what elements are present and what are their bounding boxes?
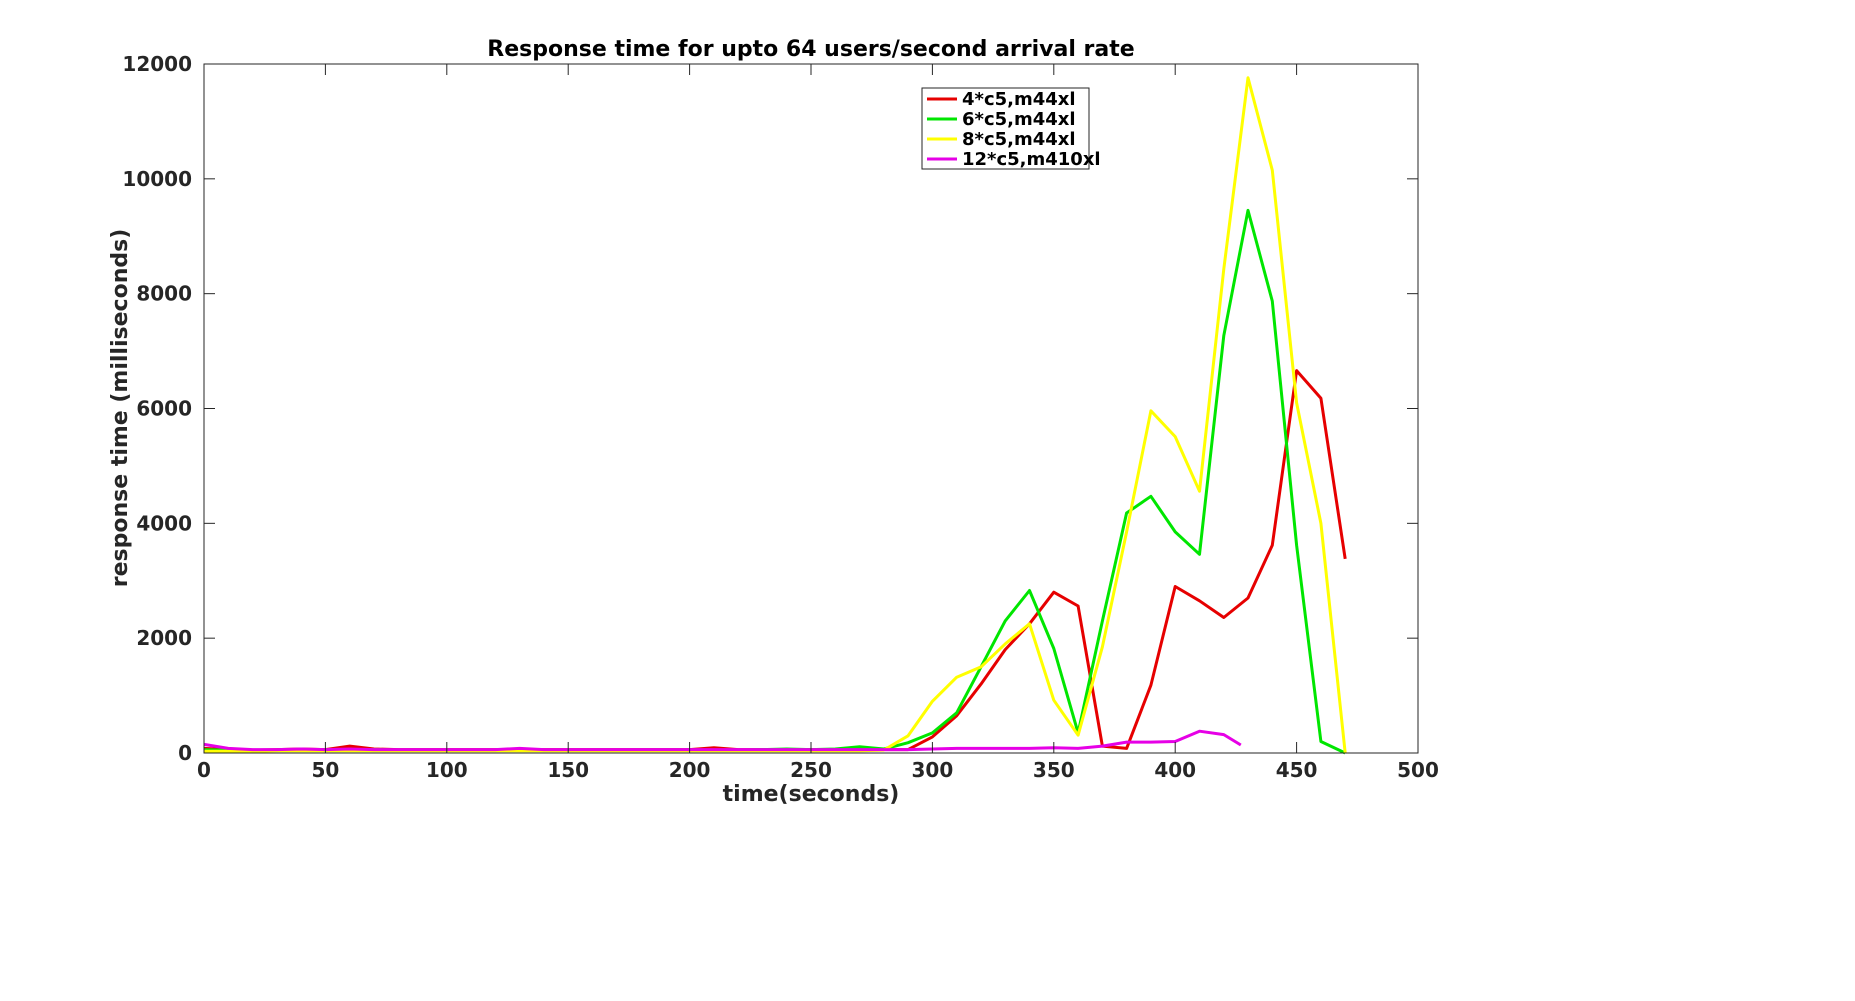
legend-label: 8*c5,m44xl (962, 129, 1076, 150)
x-axis-label: time(seconds) (723, 782, 900, 807)
y-axis-ticks: 0 2000 4000 6000 8000 10000 12000 (122, 52, 1418, 765)
x-tick-label: 200 (669, 758, 711, 782)
x-tick-label: 250 (790, 758, 832, 782)
y-tick-label: 10000 (122, 167, 192, 191)
legend-label: 6*c5,m44xl (962, 109, 1076, 130)
y-tick-label: 12000 (122, 52, 192, 76)
x-tick-label: 50 (311, 758, 339, 782)
x-tick-label: 500 (1397, 758, 1439, 782)
x-tick-label: 400 (1154, 758, 1196, 782)
legend-label: 4*c5,m44xl (962, 89, 1076, 110)
x-tick-label: 150 (547, 758, 589, 782)
series-line-4 (203, 729, 1242, 752)
x-tick-label: 300 (912, 758, 954, 782)
y-tick-label: 2000 (136, 626, 192, 650)
x-tick-label: 350 (1033, 758, 1075, 782)
y-tick-label: 4000 (136, 511, 192, 535)
y-axis-label: response time (milliseconds) (108, 229, 133, 588)
legend: 4*c5,m44xl6*c5,m44xl8*c5,m44xl12*c5,m410… (921, 87, 1101, 170)
x-tick-label: 100 (426, 758, 468, 782)
y-tick-label: 6000 (136, 397, 192, 421)
y-tick-label: 0 (178, 741, 192, 765)
legend-label: 12*c5,m410xl (962, 149, 1101, 170)
x-axis-ticks: 0 50 100 150 200 250 300 350 400 450 500 (197, 64, 1439, 782)
x-tick-label: 450 (1276, 758, 1318, 782)
x-tick-label: 0 (197, 758, 211, 782)
legend-box (921, 87, 1090, 170)
y-tick-label: 8000 (136, 282, 192, 306)
chart-title: Response time for upto 64 users/second a… (487, 37, 1134, 62)
plot-series (203, 76, 1347, 755)
